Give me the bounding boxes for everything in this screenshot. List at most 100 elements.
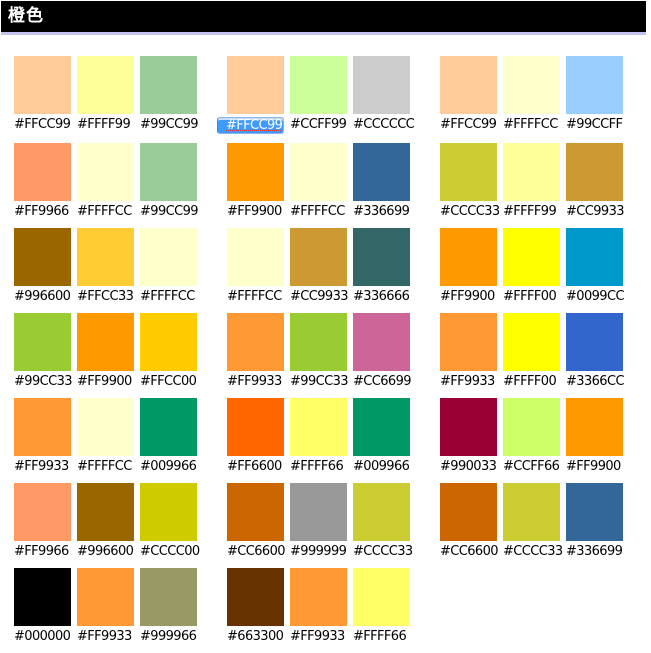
color-hex-label[interactable]: #0099CC	[566, 289, 625, 304]
color-hex-label[interactable]: #CC9933	[566, 204, 625, 219]
color-swatch	[227, 483, 284, 541]
color-hex-label[interactable]: #FFCC99	[440, 117, 497, 132]
color-swatch	[77, 568, 134, 626]
color-hex-label[interactable]: #FFCC99	[217, 117, 285, 134]
color-hex-label[interactable]: #FFFFCC	[290, 204, 345, 219]
color-cell: #CCCC33	[353, 483, 413, 559]
color-hex-label[interactable]: #000000	[14, 629, 71, 644]
color-hex-label[interactable]: #FF9933	[440, 374, 495, 389]
color-hex-label[interactable]: #99CC33	[14, 374, 73, 389]
color-hex-label[interactable]: #FF6600	[227, 459, 282, 474]
color-cell: #FF6600	[227, 398, 284, 474]
color-swatch	[440, 313, 497, 371]
color-swatch	[440, 398, 497, 456]
color-hex-label[interactable]: #99CC99	[140, 204, 199, 219]
color-hex-label[interactable]: #336666	[353, 289, 410, 304]
color-swatch	[503, 228, 560, 286]
color-hex-label[interactable]: #FF9933	[227, 374, 282, 389]
color-hex-label[interactable]: #FF9900	[227, 204, 282, 219]
color-hex-label[interactable]: #FFFFCC	[503, 117, 558, 132]
color-hex-label[interactable]: #999966	[140, 629, 197, 644]
color-cell: #FFFFCC	[140, 228, 197, 304]
color-hex-label[interactable]: #CC6600	[440, 544, 499, 559]
color-hex-label[interactable]: #FF9900	[440, 289, 495, 304]
color-swatch	[353, 56, 410, 114]
color-swatch	[290, 56, 347, 114]
color-hex-label[interactable]: #FFCC00	[140, 374, 197, 389]
color-swatch	[140, 568, 197, 626]
color-hex-label[interactable]: #663300	[227, 629, 284, 644]
color-hex-label[interactable]: #FFFFCC	[77, 204, 132, 219]
color-hex-label[interactable]: #FFFF99	[77, 117, 131, 132]
color-swatch	[566, 483, 623, 541]
color-cell: #FFFF00	[503, 228, 560, 304]
color-hex-label[interactable]: #996600	[77, 544, 134, 559]
color-cell: #FFFFCC	[227, 228, 284, 304]
color-hex-label[interactable]: #FFCC99	[14, 117, 71, 132]
color-cell: #FFCC99	[440, 56, 497, 134]
color-cell: #990033	[440, 398, 497, 474]
color-hex-label[interactable]: #FFFFCC	[77, 459, 132, 474]
color-hex-label[interactable]: #009966	[140, 459, 197, 474]
color-hex-label[interactable]: #FF9933	[290, 629, 345, 644]
color-hex-label[interactable]: #FF9933	[14, 459, 69, 474]
color-hex-label[interactable]: #CC6699	[353, 374, 412, 389]
color-cell: #336666	[353, 228, 410, 304]
color-group: #FF9933 #99CC33 #CC6699	[227, 313, 412, 389]
color-swatch	[290, 228, 347, 286]
color-hex-label[interactable]: #CC9933	[290, 289, 349, 304]
color-hex-label[interactable]: #CCCC33	[503, 544, 563, 559]
color-cell: #FF9933	[77, 568, 134, 644]
color-group: #FF9900 #FFFFCC #336699	[227, 143, 410, 219]
color-swatch	[566, 228, 623, 286]
color-cell: #CC6699	[353, 313, 412, 389]
color-hex-label[interactable]: #CCCC00	[140, 544, 200, 559]
color-cell: #FF9933	[14, 398, 71, 474]
color-hex-label[interactable]: #FFFF00	[503, 289, 557, 304]
color-cell: #FFFF66	[290, 398, 347, 474]
color-hex-label[interactable]: #FFFF99	[503, 204, 557, 219]
color-swatch	[353, 483, 410, 541]
color-hex-label[interactable]: #CCCC33	[440, 204, 500, 219]
color-hex-label[interactable]: #FF9966	[14, 544, 69, 559]
selected-hex-text[interactable]: #FFCC99	[217, 117, 285, 134]
color-hex-label[interactable]: #996600	[14, 289, 71, 304]
color-cell: #FFFFCC	[503, 56, 560, 134]
color-swatch	[227, 568, 284, 626]
color-hex-label[interactable]: #CCFF66	[503, 459, 560, 474]
color-swatch	[77, 56, 134, 114]
color-hex-label[interactable]: #CCCCCC	[353, 117, 415, 132]
color-hex-label[interactable]: #FF9900	[566, 459, 621, 474]
color-hex-label[interactable]: #FFCC33	[77, 289, 134, 304]
color-hex-label[interactable]: #999999	[290, 544, 347, 559]
color-hex-label[interactable]: #FF9900	[77, 374, 132, 389]
color-group: #FFCC99 #FFFFCC #99CCFF	[440, 56, 623, 134]
color-hex-label[interactable]: #FF9966	[14, 204, 69, 219]
color-hex-label[interactable]: #CC6600	[227, 544, 286, 559]
color-hex-label[interactable]: #FFFF00	[503, 374, 557, 389]
color-hex-label[interactable]: #99CC33	[290, 374, 349, 389]
color-hex-label[interactable]: #009966	[353, 459, 410, 474]
color-hex-label[interactable]: #FFFF66	[290, 459, 344, 474]
color-cell: #FFFFCC	[77, 143, 134, 219]
color-hex-label[interactable]: #99CC99	[140, 117, 199, 132]
color-hex-label[interactable]: #FF9933	[77, 629, 132, 644]
color-hex-label[interactable]: #FFFFCC	[227, 289, 282, 304]
color-hex-label[interactable]: #990033	[440, 459, 497, 474]
color-hex-label[interactable]: #336699	[566, 544, 623, 559]
color-hex-label[interactable]: #336699	[353, 204, 410, 219]
color-swatch	[14, 483, 71, 541]
color-swatch	[227, 398, 284, 456]
color-hex-label[interactable]: #CCCC33	[353, 544, 413, 559]
color-hex-label[interactable]: #CCFF99	[290, 117, 347, 132]
color-swatch	[290, 398, 347, 456]
color-hex-label[interactable]: #FFFFCC	[140, 289, 195, 304]
color-hex-label[interactable]: #3366CC	[566, 374, 625, 389]
color-cell: #FF9900	[566, 398, 623, 474]
color-hex-label[interactable]: #99CCFF	[566, 117, 623, 132]
color-cell: #CC9933	[290, 228, 349, 304]
color-group: #990033 #CCFF66 #FF9900	[440, 398, 623, 474]
color-swatch	[14, 228, 71, 286]
color-hex-label[interactable]: #FFFF66	[353, 629, 407, 644]
color-swatch	[77, 398, 134, 456]
